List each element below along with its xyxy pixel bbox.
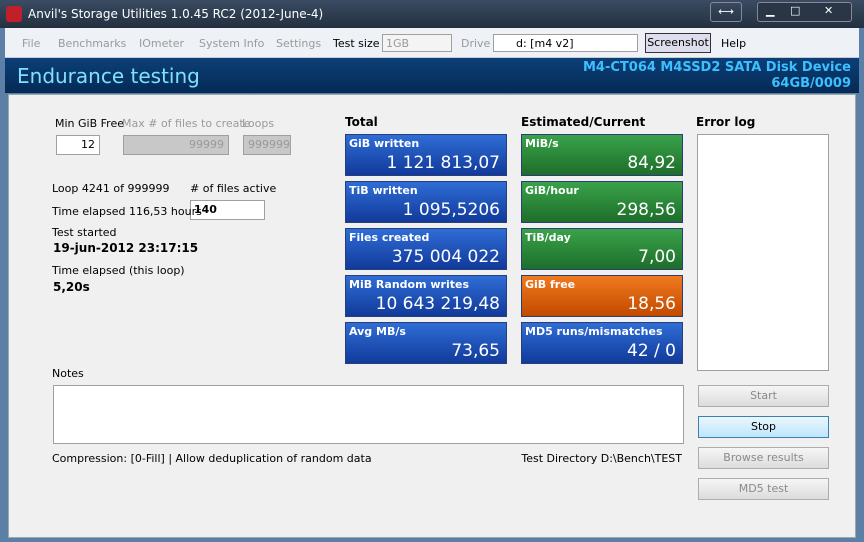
max-files-label: Max # of files to create (122, 117, 251, 130)
loop-status: Loop 4241 of 999999 (52, 182, 170, 195)
tile-label: Avg MB/s (349, 325, 406, 338)
tile-label: Files created (349, 231, 430, 244)
menu-item[interactable]: Settings (276, 37, 322, 50)
device-firmware: 64GB/0009 (771, 76, 851, 91)
stat-tile: Files created 375 004 022 (345, 228, 507, 270)
browse-button[interactable]: Browse results (698, 447, 829, 469)
drive-label: Drive (461, 37, 491, 50)
total-heading: Total (345, 115, 378, 129)
tile-label: GiB free (525, 278, 576, 291)
test-started-label: Test started (52, 226, 117, 239)
device-name: M4-CT064 M4SSD2 SATA Disk Device (582, 60, 851, 75)
window-controls[interactable]: ▁ □ ✕ (757, 2, 852, 22)
loop-elapsed: 5,20s (53, 280, 90, 294)
tile-label: MiB Random writes (349, 278, 470, 291)
tile-value: 73,65 (451, 341, 500, 361)
drive-select[interactable]: d: [m4 v2] (493, 34, 638, 52)
tile-value: 7,00 (638, 247, 676, 267)
stat-tile: GiB/hour 298,56 (521, 181, 683, 223)
stat-tile: GiB written 1 121 813,07 (345, 134, 507, 176)
min-free-label: Min GiB Free (55, 117, 124, 130)
current-heading: Estimated/Current (521, 115, 646, 129)
close[interactable]: ✕ (824, 4, 834, 17)
tile-value: 1 121 813,07 (386, 153, 500, 173)
maximize[interactable]: □ (790, 4, 801, 17)
main-panel: Min GiB Free 12 Max # of files to create… (8, 94, 856, 538)
files-active-input[interactable]: 140 (190, 200, 265, 220)
stat-tile: MiB/s 84,92 (521, 134, 683, 176)
loops-label: Loops (242, 117, 275, 130)
stat-tile: TiB/day 7,00 (521, 228, 683, 270)
compression-info: Compression: [0-Fill] | Allow deduplicat… (52, 452, 372, 465)
toolbar: File Benchmarks IOmeter System Info Sett… (5, 28, 859, 58)
stat-tile: MD5 runs/mismatches 42 / 0 (521, 322, 683, 364)
error-log (697, 134, 829, 371)
time-elapsed: Time elapsed 116,53 hours (52, 205, 202, 218)
test-directory: Test Directory D:\Bench\TEST (521, 452, 682, 465)
title-bar: Anvil's Storage Utilities 1.0.45 RC2 (20… (0, 0, 864, 28)
stop-button[interactable]: Stop (698, 416, 829, 438)
tile-value: 10 643 219,48 (375, 294, 500, 314)
error-log-heading: Error log (696, 115, 756, 129)
menu-item[interactable]: IOmeter (139, 37, 184, 50)
tile-value: 375 004 022 (391, 247, 500, 267)
notes-box[interactable] (53, 385, 684, 444)
screenshot-button[interactable]: Screenshot (645, 33, 711, 53)
header-band: Endurance testing M4-CT064 M4SSD2 SATA D… (5, 58, 859, 93)
loops-input[interactable]: 999999 (243, 135, 291, 155)
max-files-input[interactable]: 99999 (123, 135, 229, 155)
tile-label: GiB/hour (525, 184, 579, 197)
stat-tile: TiB written 1 095,5206 (345, 181, 507, 223)
menu-item[interactable]: System Info (199, 37, 265, 50)
swap-button[interactable]: ⟷ (710, 2, 742, 22)
tile-value: 42 / 0 (627, 341, 676, 361)
test-size-label: Test size (333, 37, 380, 50)
menu-item[interactable]: File (22, 37, 41, 50)
tile-label: GiB written (349, 137, 420, 150)
menu-item[interactable]: Benchmarks (58, 37, 127, 50)
tile-label: TiB written (349, 184, 418, 197)
md5-button[interactable]: MD5 test (698, 478, 829, 500)
stat-tile: GiB free 18,56 (521, 275, 683, 317)
start-button[interactable]: Start (698, 385, 829, 407)
stat-tile: Avg MB/s 73,65 (345, 322, 507, 364)
test-started: 19-jun-2012 23:17:15 (53, 241, 199, 255)
tile-value: 84,92 (627, 153, 676, 173)
notes-label: Notes (52, 367, 84, 380)
files-active-label: # of files active (190, 182, 277, 195)
tile-label: MD5 runs/mismatches (525, 325, 663, 338)
loop-elapsed-label: Time elapsed (this loop) (52, 264, 185, 277)
minimize[interactable]: ▁ (766, 4, 775, 17)
min-free-input[interactable]: 12 (56, 135, 100, 155)
tile-label: MiB/s (525, 137, 559, 150)
tile-label: TiB/day (525, 231, 571, 244)
tile-value: 298,56 (616, 200, 676, 220)
tile-value: 18,56 (627, 294, 676, 314)
help-menu[interactable]: Help (721, 37, 747, 50)
tile-value: 1 095,5206 (402, 200, 500, 220)
window-title: Anvil's Storage Utilities 1.0.45 RC2 (20… (28, 7, 324, 21)
test-size-select[interactable]: 1GB (382, 34, 452, 52)
page-title: Endurance testing (17, 64, 200, 88)
app-icon (6, 6, 22, 22)
stat-tile: MiB Random writes 10 643 219,48 (345, 275, 507, 317)
